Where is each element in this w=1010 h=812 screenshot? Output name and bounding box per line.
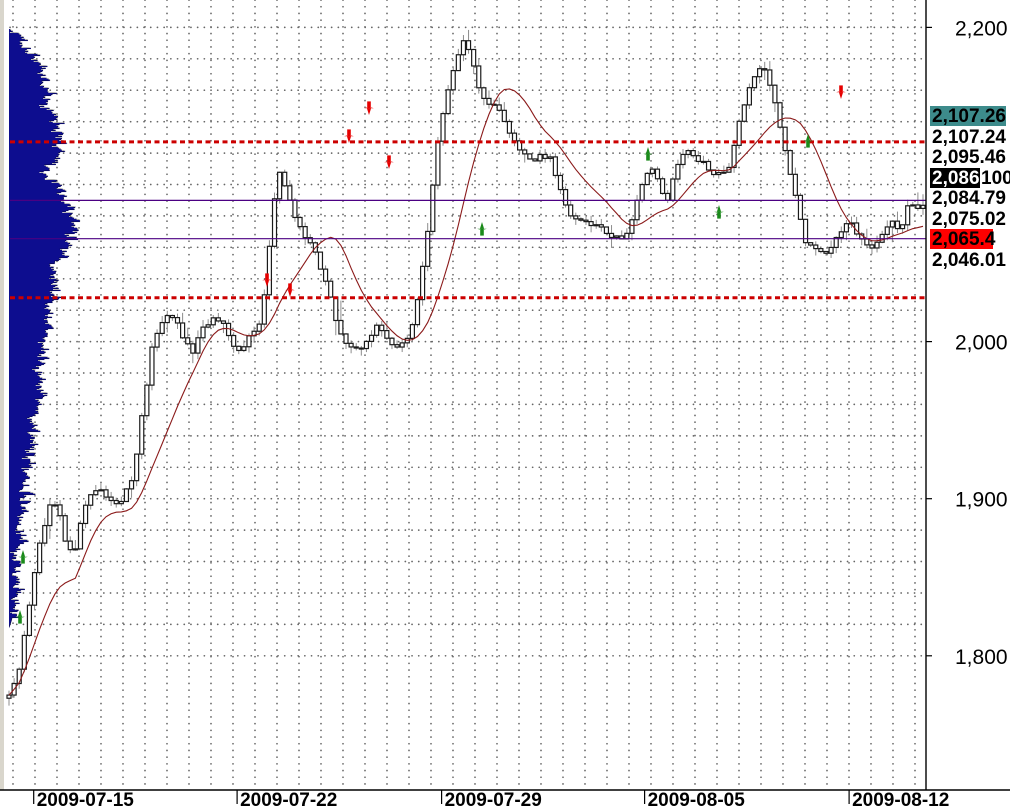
svg-text:2,075.02: 2,075.02 xyxy=(932,209,1006,230)
svg-text:2,107.24: 2,107.24 xyxy=(932,127,1006,148)
svg-text:2,000: 2,000 xyxy=(955,332,1008,355)
svg-text:2,086: 2,086 xyxy=(932,168,980,189)
svg-text:2,046.01: 2,046.01 xyxy=(932,250,1006,271)
svg-text:1,800: 1,800 xyxy=(955,646,1008,669)
svg-text:100: 100 xyxy=(981,168,1010,189)
svg-text:2009-08-12: 2009-08-12 xyxy=(852,790,949,811)
svg-text:2,084.79: 2,084.79 xyxy=(932,188,1006,209)
svg-text:2,065.4: 2,065.4 xyxy=(932,229,996,250)
svg-text:2,095.46: 2,095.46 xyxy=(932,147,1006,168)
svg-text:2009-08-05: 2009-08-05 xyxy=(648,790,746,811)
svg-text:2,107.26: 2,107.26 xyxy=(932,106,1006,127)
svg-text:2009-07-29: 2009-07-29 xyxy=(445,790,542,811)
svg-text:1,900: 1,900 xyxy=(955,489,1008,512)
svg-text:2,200: 2,200 xyxy=(955,17,1008,40)
svg-text:2009-07-22: 2009-07-22 xyxy=(240,790,337,811)
svg-text:2009-07-15: 2009-07-15 xyxy=(37,790,135,811)
